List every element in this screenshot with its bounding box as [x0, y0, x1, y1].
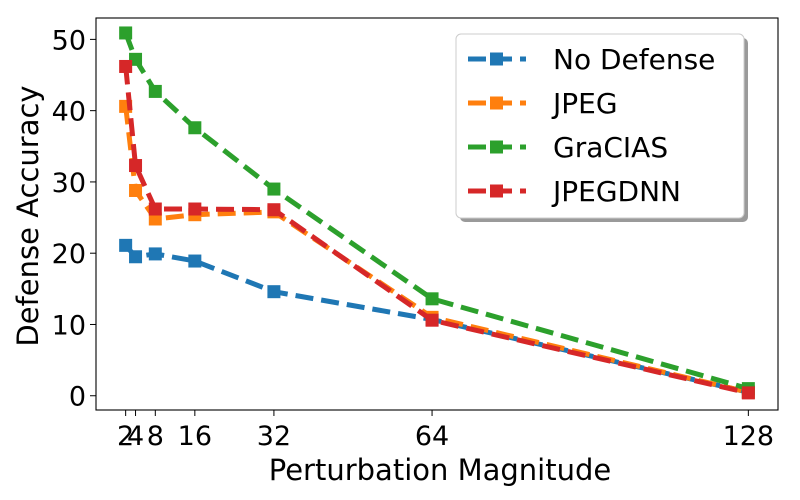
data-point-jpegdnn: [425, 313, 439, 327]
data-point-jpegdnn: [119, 59, 133, 73]
legend-marker: [490, 184, 503, 198]
series-gracias: [119, 26, 755, 396]
x-tick-label: 16: [178, 421, 212, 452]
x-tick-label: 4: [127, 421, 144, 452]
x-axis-ticks: 24 8 16 32 64 128: [117, 410, 774, 452]
data-point-jpegdnn: [188, 202, 202, 216]
series-layer: [119, 26, 755, 400]
y-axis-label: Defense Accuracy: [11, 85, 45, 346]
legend-box: [455, 33, 745, 219]
data-point-gracias: [129, 52, 143, 66]
data-point-jpegdnn: [267, 203, 281, 217]
x-tick-label: 2: [117, 421, 134, 452]
data-point-no-defense: [119, 238, 133, 252]
legend-item-jpegdnn: JPEGDNN: [468, 175, 681, 208]
data-point-jpeg: [148, 212, 162, 226]
data-point-no-defense: [188, 254, 202, 268]
data-point-gracias: [267, 182, 281, 196]
legend: No Defense JPEG GraCIAS JPEGDNN: [455, 33, 748, 222]
y-tick-label: 30: [52, 168, 86, 199]
legend-marker: [490, 96, 503, 110]
series-jpegdnn: [119, 59, 755, 400]
data-point-gracias: [119, 26, 133, 40]
data-point-jpegdnn: [741, 386, 755, 400]
data-point-no-defense: [129, 250, 143, 264]
data-point-jpegdnn: [129, 159, 143, 173]
legend-marker: [490, 52, 503, 66]
y-tick-label: 0: [69, 382, 86, 413]
data-point-jpeg: [129, 183, 143, 197]
plot-area: [95, 17, 779, 411]
legend-label: JPEG: [551, 87, 618, 120]
x-tick-label: 128: [723, 421, 775, 452]
legend-item-no-defense: No Defense: [468, 43, 715, 76]
data-point-gracias: [188, 121, 202, 135]
x-tick-label: 64: [415, 421, 449, 452]
data-point-jpegdnn: [148, 202, 162, 216]
data-point-no-defense: [267, 285, 281, 299]
y-tick-label: 20: [52, 239, 86, 270]
y-tick-label: 40: [52, 97, 86, 128]
legend-marker: [490, 140, 503, 154]
legend-label: No Defense: [553, 43, 715, 76]
data-point-gracias: [148, 84, 162, 98]
y-tick-label: 50: [52, 25, 86, 56]
legend-label: JPEGDNN: [551, 175, 681, 208]
data-point-gracias: [425, 292, 439, 306]
plot-frame: [95, 17, 779, 411]
y-tick-label: 10: [52, 310, 86, 341]
legend-item-gracias: GraCIAS: [468, 131, 668, 164]
data-point-no-defense: [148, 247, 162, 261]
y-axis-ticks: 0 10 20 30 40 50: [52, 25, 96, 413]
legend-item-jpeg: JPEG: [468, 87, 618, 120]
x-tick-label: 32: [257, 421, 291, 452]
x-tick-label: 8: [147, 421, 164, 452]
x-axis-label: Perturbation Magnitude: [269, 453, 611, 487]
legend-label: GraCIAS: [553, 131, 668, 164]
